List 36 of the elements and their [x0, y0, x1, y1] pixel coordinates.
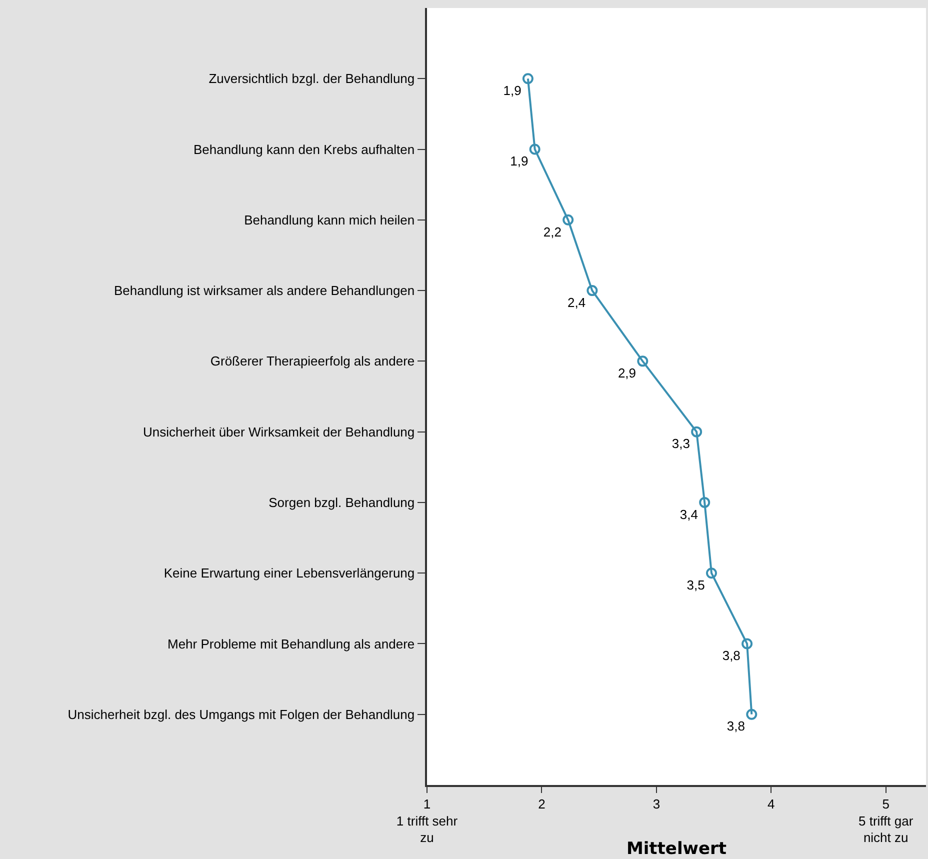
x-tick-label: 2 — [538, 796, 546, 812]
y-tick-label: Unsicherheit bzgl. des Umgangs mit Folgen der Behandlung — [68, 706, 415, 722]
x-tick-label: 4 — [768, 796, 775, 812]
x-tick-label: 3 — [652, 796, 660, 812]
point — [699, 496, 710, 508]
data-label: 1,9 — [510, 154, 528, 169]
x-tick-label: 5 5 trifft gar nicht zu — [858, 796, 914, 846]
data-label: 2,4 — [567, 294, 586, 310]
y-tick-label: Größerer Therapieerfolg als andere — [210, 354, 415, 369]
data-label: 3,8 — [722, 648, 740, 664]
y-tick-label: Mehr Probleme mit Behandlung als andere — [168, 636, 415, 652]
x-tick-label: 1 1 trifft sehr zu — [396, 796, 458, 846]
point — [746, 708, 758, 720]
y-tick-label: Sorgen bzgl. Behandlung — [268, 495, 415, 510]
point — [586, 285, 598, 296]
x-axis-title: Mittelwert — [626, 839, 727, 859]
y-tick-label: Behandlung kann mich heilen — [244, 212, 415, 228]
point — [562, 214, 574, 226]
point — [691, 426, 702, 438]
data-label: 3,3 — [672, 436, 690, 452]
data-label: 3,4 — [680, 506, 698, 522]
y-tick-label: Unsicherheit über Wirksamkeit der Behandlung — [142, 424, 415, 440]
point — [706, 568, 717, 579]
point — [742, 638, 753, 650]
y-tick-label: Zuversichtlich bzgl. der Behandlung — [208, 71, 415, 86]
data-label: 3,8 — [726, 718, 746, 734]
data-label: 2,9 — [618, 366, 636, 381]
data-label: 1,9 — [503, 83, 522, 98]
point — [529, 144, 540, 155]
y-tick-label: Keine Erwartung einer Lebensverlängerung — [164, 566, 415, 581]
y-tick-label: Behandlung ist wirksamer als andere Behandlungen — [114, 283, 415, 298]
data-label: 3,5 — [686, 577, 705, 592]
y-tick-label: Behandlung kann den Krebs aufhalten — [193, 142, 415, 157]
data-label: 2,2 — [543, 224, 562, 240]
point — [522, 73, 534, 84]
point — [637, 356, 648, 367]
